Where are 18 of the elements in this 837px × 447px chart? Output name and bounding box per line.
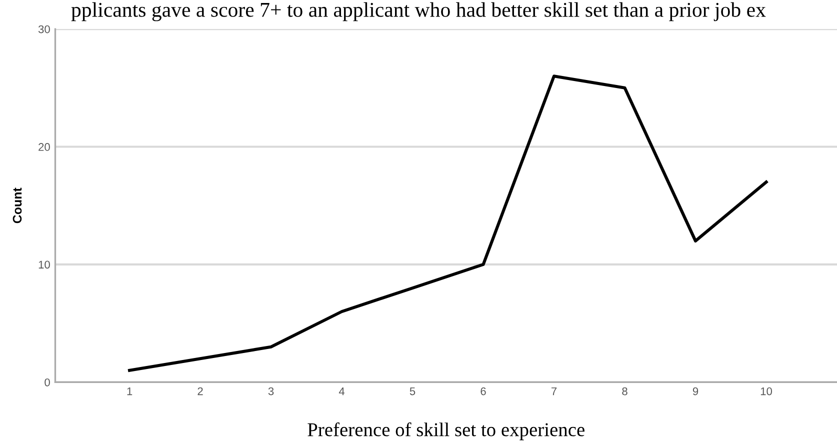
x-tick-label: 5 — [410, 387, 416, 396]
x-tick-label: 3 — [268, 387, 274, 396]
chart-title: pplicants gave a score 7+ to an applicant who had better skill set than a prior job ex — [71, 2, 766, 22]
x-tick-label: 9 — [692, 387, 698, 396]
y-tick-label: 10 — [38, 260, 50, 269]
y-tick-label: 30 — [38, 25, 50, 34]
x-tick-label: 2 — [198, 387, 203, 396]
y-tick-label: 20 — [38, 143, 50, 151]
x-tick-label: 1 — [127, 387, 132, 396]
x-tick-label: 10 — [760, 387, 772, 396]
x-axis-title: Preference of skill set to experience — [308, 422, 584, 440]
line-series — [128, 74, 768, 372]
x-tick-label: 6 — [480, 387, 486, 396]
y-tick-label: 0 — [44, 378, 50, 386]
x-tick-label: 8 — [622, 387, 628, 396]
y-axis-title: Count — [12, 188, 22, 224]
x-tick-label: 7 — [551, 387, 557, 396]
x-tick-label: 4 — [338, 387, 345, 396]
